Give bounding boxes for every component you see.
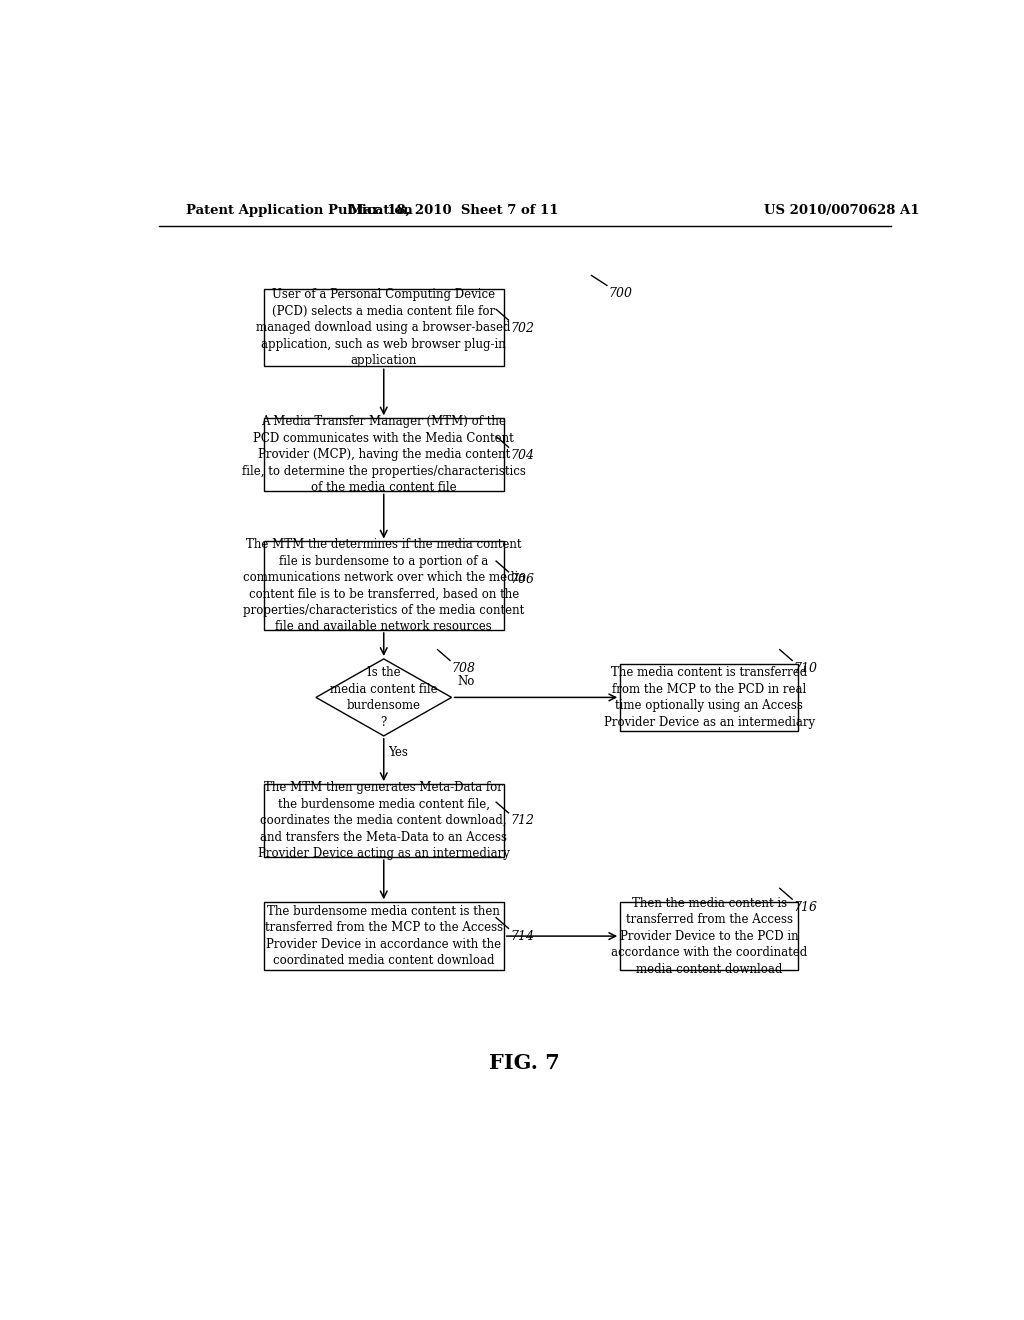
Text: The burdensome media content is then
transferred from the MCP to the Access
Prov: The burdensome media content is then tra… [264,904,503,968]
Text: Patent Application Publication: Patent Application Publication [186,205,413,218]
Text: 702: 702 [510,322,535,335]
Text: Yes: Yes [388,746,409,759]
FancyBboxPatch shape [621,903,799,970]
Text: Mar. 18, 2010  Sheet 7 of 11: Mar. 18, 2010 Sheet 7 of 11 [349,205,558,218]
Text: 700: 700 [608,286,633,300]
FancyBboxPatch shape [263,784,504,857]
Text: US 2010/0070628 A1: US 2010/0070628 A1 [764,205,919,218]
Text: 708: 708 [452,663,475,675]
Text: No: No [458,675,475,688]
Text: A Media Transfer Manager (MTM) of the
PCD communicates with the Media Content
Pr: A Media Transfer Manager (MTM) of the PC… [242,416,525,495]
Text: Then the media content is
transferred from the Access
Provider Device to the PCD: Then the media content is transferred fr… [611,896,807,975]
Text: 704: 704 [510,449,535,462]
FancyBboxPatch shape [263,903,504,970]
Text: FIG. 7: FIG. 7 [489,1053,560,1073]
FancyBboxPatch shape [263,289,504,367]
Text: 712: 712 [510,814,535,828]
Polygon shape [316,659,452,737]
Text: The MTM the determines if the media content
file is burdensome to a portion of a: The MTM the determines if the media cont… [243,539,525,634]
FancyBboxPatch shape [263,418,504,491]
Text: 714: 714 [510,929,535,942]
Text: 716: 716 [794,900,818,913]
Text: 706: 706 [510,573,535,586]
Text: User of a Personal Computing Device
(PCD) selects a media content file for
manag: User of a Personal Computing Device (PCD… [256,288,511,367]
Text: 710: 710 [794,663,818,675]
Text: The MTM then generates Meta-Data for
the burdensome media content file,
coordina: The MTM then generates Meta-Data for the… [258,781,510,861]
FancyBboxPatch shape [263,541,504,630]
FancyBboxPatch shape [621,664,799,731]
Text: Is the
media content file
burdensome
?: Is the media content file burdensome ? [330,667,437,729]
Text: The media content is transferred
from the MCP to the PCD in real
time optionally: The media content is transferred from th… [604,667,815,729]
